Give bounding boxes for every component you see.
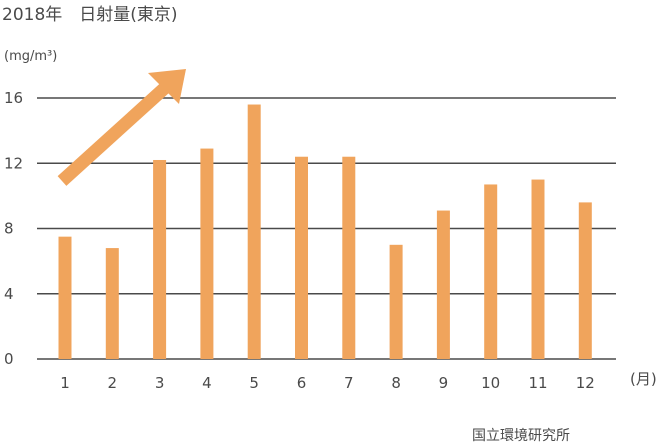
x-tick-label: 8	[391, 374, 401, 392]
x-axis-ticks: 1 2 3 4 5 6 7 8 9 10 11 12	[60, 374, 595, 392]
bars	[58, 104, 592, 360]
y-tick-label: 16	[4, 89, 23, 107]
y-tick-label: 8	[4, 220, 14, 238]
trend-arrow-head	[148, 69, 186, 104]
bar-4	[200, 148, 214, 359]
bar-6	[295, 156, 308, 359]
y-tick-label: 0	[4, 350, 14, 368]
x-tick-label: 7	[344, 374, 354, 392]
source-credit: 国立環境研究所	[472, 428, 570, 444]
bar-12	[578, 202, 592, 359]
x-tick-label: 1	[60, 374, 70, 392]
trend-up-arrow	[57, 69, 186, 186]
x-tick-label: 12	[576, 374, 595, 392]
y-tick-label: 12	[4, 154, 23, 172]
bar-2	[105, 248, 119, 359]
bar-1	[58, 236, 72, 359]
bar-3	[153, 159, 167, 359]
x-tick-label: 2	[108, 374, 118, 392]
y-tick-label: 4	[4, 285, 14, 303]
x-tick-label: 4	[202, 374, 212, 392]
bar-5	[247, 104, 261, 360]
x-tick-label: 6	[297, 374, 307, 392]
x-axis-unit-label: (月)	[630, 370, 657, 388]
bar-7	[342, 156, 356, 359]
y-axis-unit-label: (mg/m³)	[4, 49, 57, 64]
bar-11	[531, 179, 545, 359]
x-tick-label: 3	[155, 374, 165, 392]
y-axis-ticks: 0 4 8 12 16	[4, 89, 23, 368]
x-tick-label: 10	[481, 374, 500, 392]
chart-title: 2018年 日射量(東京)	[2, 5, 178, 25]
trend-arrow-shaft	[57, 80, 173, 186]
x-tick-label: 9	[439, 374, 449, 392]
x-tick-label: 11	[528, 374, 547, 392]
x-tick-label: 5	[249, 374, 259, 392]
grid-lines	[37, 97, 616, 360]
bar-10	[484, 184, 498, 359]
bar-9	[436, 210, 450, 359]
bar-8	[389, 244, 403, 359]
